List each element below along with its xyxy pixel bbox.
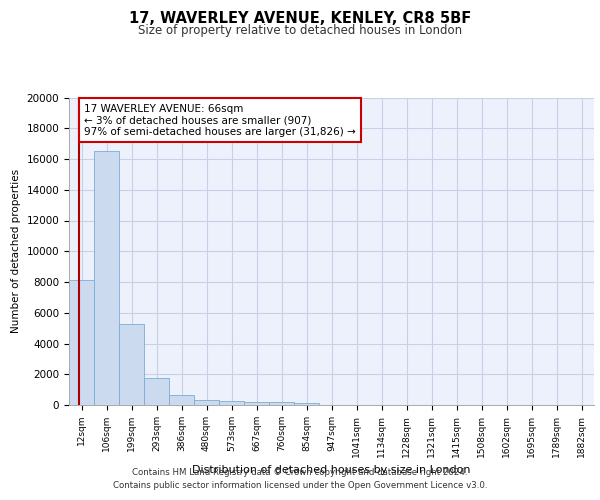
Bar xyxy=(69,280,94,405)
Bar xyxy=(269,402,294,405)
Bar xyxy=(294,402,319,405)
Bar xyxy=(194,400,219,405)
Bar xyxy=(244,402,269,405)
X-axis label: Distribution of detached houses by size in London: Distribution of detached houses by size … xyxy=(192,465,471,475)
Y-axis label: Number of detached properties: Number of detached properties xyxy=(11,169,21,334)
Bar xyxy=(144,378,169,405)
Bar xyxy=(94,152,119,405)
Bar xyxy=(169,395,194,405)
Text: Contains public sector information licensed under the Open Government Licence v3: Contains public sector information licen… xyxy=(113,480,487,490)
Text: Contains HM Land Registry data © Crown copyright and database right 2024.: Contains HM Land Registry data © Crown c… xyxy=(132,468,468,477)
Text: 17 WAVERLEY AVENUE: 66sqm
← 3% of detached houses are smaller (907)
97% of semi-: 17 WAVERLEY AVENUE: 66sqm ← 3% of detach… xyxy=(85,104,356,137)
Text: 17, WAVERLEY AVENUE, KENLEY, CR8 5BF: 17, WAVERLEY AVENUE, KENLEY, CR8 5BF xyxy=(129,11,471,26)
Bar xyxy=(219,401,244,405)
Text: Size of property relative to detached houses in London: Size of property relative to detached ho… xyxy=(138,24,462,37)
Bar xyxy=(119,324,144,405)
